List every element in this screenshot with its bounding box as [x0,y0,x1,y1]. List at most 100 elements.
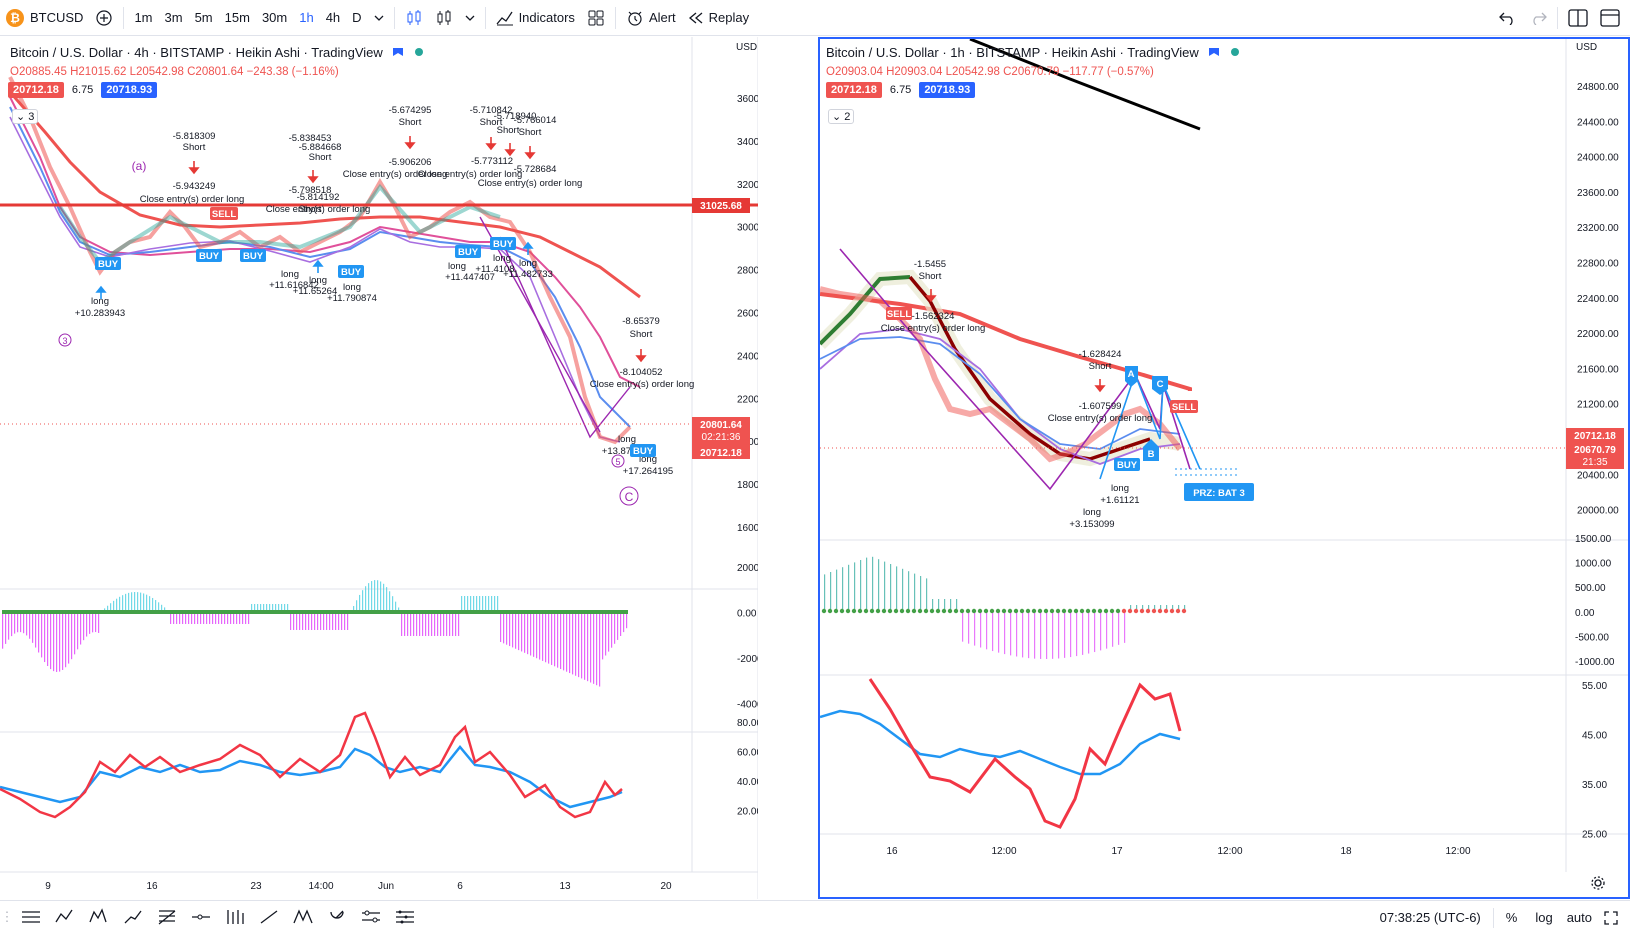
interval-1m[interactable]: 1m [134,10,153,25]
annot-long-7-value: +11.482733 [503,269,553,280]
interval-5m[interactable]: 5m [194,10,213,25]
osc-bar [1034,611,1036,659]
osc-bar [299,612,301,630]
rsi-tick-label: 40.00 [737,777,758,788]
settings-button[interactable] [1594,0,1630,36]
interval-30m[interactable]: 30m [261,10,288,25]
chart-type-dropdown[interactable] [459,0,481,36]
right-bid[interactable]: 20712.18 [826,82,882,98]
osc-bar [341,612,343,630]
osc-bar [176,612,178,624]
osc-bar [1178,605,1180,611]
layout-button[interactable] [1562,0,1594,36]
osc-dot [857,608,863,614]
left-chart-legend[interactable]: Bitcoin / U.S. Dollar · 4h · BITSTAMP · … [10,45,424,60]
left-chart-canvas[interactable]: 36000.0034000.0032000.0030000.0028000.00… [0,37,758,899]
right-chart-pane[interactable]: 24800.00 24400.00 24000.00 23600.00 23200.00… [818,37,1630,899]
fib-tool[interactable] [150,901,184,934]
osc-dot [1133,608,1139,614]
trend-line-tool[interactable] [14,901,48,934]
left-chart-pane[interactable]: 36000.0034000.0032000.0030000.0028000.00… [0,37,758,899]
split-layout-icon [1568,8,1588,27]
auto-toggle[interactable]: auto [1566,910,1592,925]
hline-price-tag [692,198,750,213]
buy-badge-7-text: BUY [633,446,654,457]
compare-button[interactable] [89,0,119,36]
candles-icon [407,9,421,25]
interval-15m[interactable]: 15m [224,10,250,25]
right-collapse-legend-button[interactable]: ⌄ 2 [828,109,855,124]
interval-dropdown[interactable] [368,0,390,36]
interval-4h[interactable]: 4h [325,10,341,25]
osc-bar [8,612,10,640]
last-price-text: 20801.64 [700,420,742,431]
left-bid[interactable]: 20712.18 [8,82,64,98]
right-chart-legend[interactable]: Bitcoin / U.S. Dollar · 1h · BITSTAMP · … [826,45,1240,60]
left-collapse-legend-button[interactable]: ⌄ 3 [12,109,39,124]
price-tick-label: 24000.00 [1577,153,1619,164]
xabcd-tool[interactable] [286,901,320,934]
osc-dot [827,608,833,614]
time-tick-label: 12:00 [1445,846,1470,857]
interval-1h[interactable]: 1h [299,10,314,25]
osc-tick-label: -500.00 [1575,632,1609,643]
osc-bar [614,612,616,644]
osc-bar [275,604,277,612]
price-tick-label: 22800.00 [1577,259,1619,270]
right-ask[interactable]: 20718.93 [919,82,976,98]
chart-type-button[interactable] [429,0,459,36]
countdown-text: 02:21:36 [702,432,741,443]
osc-dot [989,608,995,614]
left-currency-label[interactable]: USD [736,42,758,53]
magnet-tool[interactable] [320,901,354,934]
osc-bar [170,612,172,624]
right-currency-label[interactable]: USD [1576,42,1598,53]
horizontal-ray-tool[interactable] [184,901,218,934]
osc-bar [824,574,826,611]
symbol-search[interactable]: ₿ BTCUSD [0,0,89,36]
r-annot-sell-1: -1.562324 [912,311,955,322]
redo-button[interactable] [1523,0,1553,36]
drag-handle-icon[interactable]: ⋮ [0,909,14,924]
replay-button[interactable]: Replay [682,0,755,36]
gear-icon[interactable] [1590,875,1606,891]
log-toggle[interactable]: log [1535,910,1553,925]
bar-style-button[interactable] [399,0,429,36]
osc-bar [1022,611,1024,658]
fullscreen-button[interactable] [1600,910,1630,925]
annot-short-7: -5.710842 [470,105,513,116]
interval-d[interactable]: D [352,10,362,25]
settings-lines-tool[interactable] [388,901,422,934]
long-position-tool[interactable] [218,901,252,934]
pt-c-marker [1152,376,1168,395]
right-collapse-count: 2 [844,111,851,123]
osc-bar [626,612,628,629]
bottom-toolbar: ⋮ 07:38:25 (UTC-6) % log auto [0,900,1630,933]
templates-button[interactable] [581,0,611,36]
flag-icon[interactable] [1208,47,1220,57]
buy-badge-3 [240,249,266,262]
wave-5-label: 5 [615,457,620,467]
alert-button[interactable]: Alert [620,0,682,36]
right-chart-canvas[interactable]: 24800.00 24400.00 24000.00 23600.00 23200.00… [820,39,1628,897]
measure-tool[interactable] [354,901,388,934]
osc-bar [512,612,514,648]
percent-toggle[interactable]: % [1505,910,1518,925]
left-ask[interactable]: 20718.93 [101,82,158,98]
time-tick-label: 23 [250,881,262,892]
flag-icon[interactable] [392,47,404,57]
interval-3m[interactable]: 3m [164,10,183,25]
undo-button[interactable] [1493,0,1523,36]
osc-bar [134,592,136,612]
osc-bar [488,596,490,612]
osc-bar [539,612,541,660]
annot-short-4b: -5.814192 [297,192,340,203]
pattern-tool[interactable] [48,901,82,934]
clock-timezone[interactable]: 07:38:25 (UTC-6) [1379,910,1481,925]
elliott-wave-tool[interactable] [82,901,116,934]
osc-bar [359,594,361,612]
osc-bar [878,559,880,611]
indicators-button[interactable]: Indicators [490,0,581,36]
line-tool[interactable] [252,901,286,934]
path-tool[interactable] [116,901,150,934]
